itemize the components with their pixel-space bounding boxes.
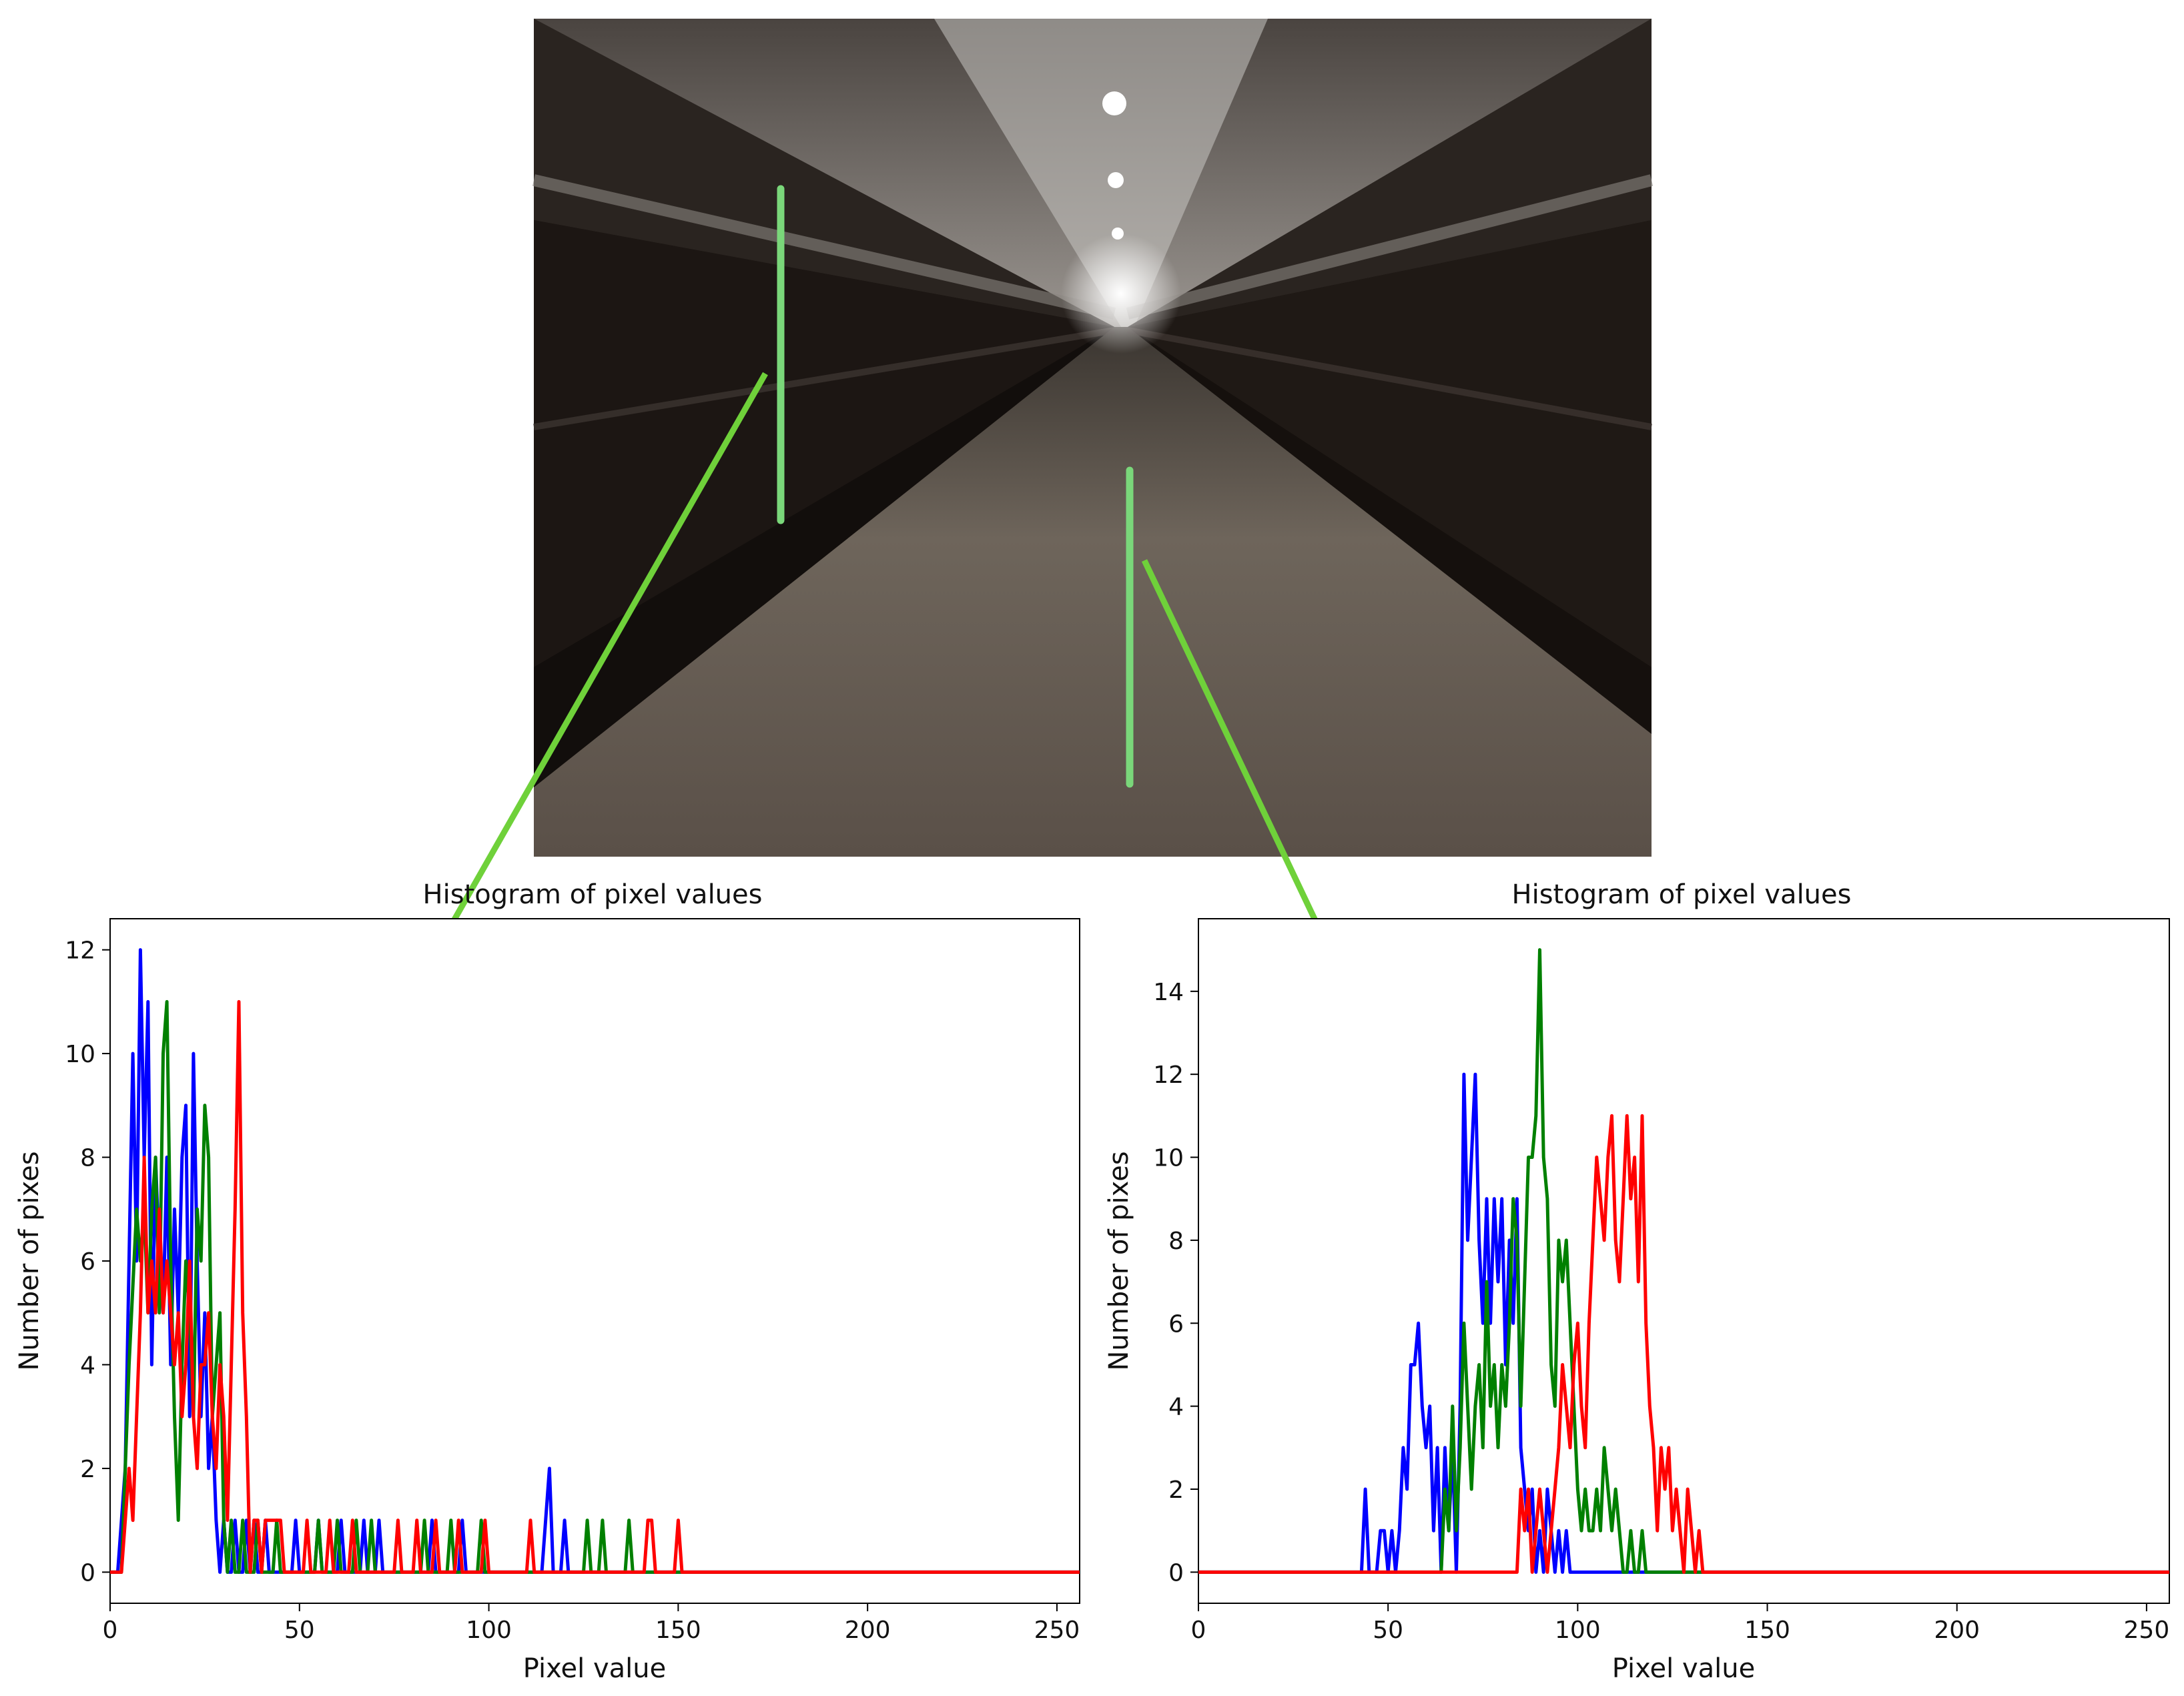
y-tick-label: 12 <box>1153 1062 1184 1089</box>
y-tick-label: 2 <box>80 1456 95 1483</box>
x-tick-label: 100 <box>1555 1617 1601 1644</box>
y-ticks: 0 2 4 6 8 10 12 14 <box>1153 979 1198 1587</box>
series-line-red <box>1198 1114 2169 1574</box>
y-tick-label: 0 <box>80 1559 95 1587</box>
y-axis-label: Number of pixes <box>14 1151 45 1370</box>
x-tick-label: 100 <box>466 1617 512 1644</box>
x-tick-label: 150 <box>655 1617 701 1644</box>
y-tick-label: 10 <box>65 1041 95 1068</box>
y-tick-label: 0 <box>1168 1559 1184 1587</box>
chart-title: Histogram of pixel values <box>1512 879 1852 910</box>
histogram-right: Histogram of pixel values 0 50 100 150 200 25… <box>1104 879 2170 1684</box>
x-tick-label: 0 <box>1191 1617 1206 1644</box>
y-tick-label: 4 <box>1168 1394 1184 1421</box>
y-axis-label: Number of pixes <box>1104 1151 1134 1370</box>
x-tick-label: 250 <box>2124 1617 2170 1644</box>
series-line-blue <box>1198 1072 2169 1574</box>
y-tick-label: 6 <box>80 1248 95 1276</box>
x-axis-label: Pixel value <box>523 1653 667 1684</box>
chart-title: Histogram of pixel values <box>423 879 763 910</box>
y-ticks: 0 2 4 6 8 10 12 <box>65 937 110 1587</box>
x-ticks: 0 50 100 150 200 250 <box>1191 1603 2170 1644</box>
barn-aisle-photo <box>532 19 1654 857</box>
y-tick-label: 12 <box>65 937 95 965</box>
plot-frame <box>1198 918 2170 1604</box>
y-tick-label: 2 <box>1168 1476 1184 1504</box>
y-tick-label: 6 <box>1168 1310 1184 1338</box>
x-tick-label: 0 <box>103 1617 118 1644</box>
x-axis-label: Pixel value <box>1612 1653 1756 1684</box>
y-tick-label: 4 <box>80 1352 95 1379</box>
x-ticks: 0 50 100 150 200 250 <box>103 1603 1080 1644</box>
histogram-left: Histogram of pixel values 0 50 100 150 200 25… <box>14 879 1080 1684</box>
x-tick-label: 50 <box>284 1617 315 1644</box>
x-tick-label: 250 <box>1034 1617 1080 1644</box>
series-lines <box>1198 948 2169 1574</box>
plot-frame <box>109 918 1080 1604</box>
series-line-red <box>110 999 1080 1574</box>
series-line-green <box>1198 948 2169 1574</box>
y-tick-label: 14 <box>1153 979 1184 1006</box>
y-tick-label: 10 <box>1153 1145 1184 1172</box>
x-tick-label: 200 <box>1934 1617 1980 1644</box>
y-tick-label: 8 <box>1168 1228 1184 1255</box>
x-tick-label: 150 <box>1744 1617 1790 1644</box>
x-tick-label: 50 <box>1373 1617 1403 1644</box>
series-lines <box>110 948 1080 1574</box>
x-tick-label: 200 <box>845 1617 891 1644</box>
y-tick-label: 8 <box>80 1145 95 1172</box>
